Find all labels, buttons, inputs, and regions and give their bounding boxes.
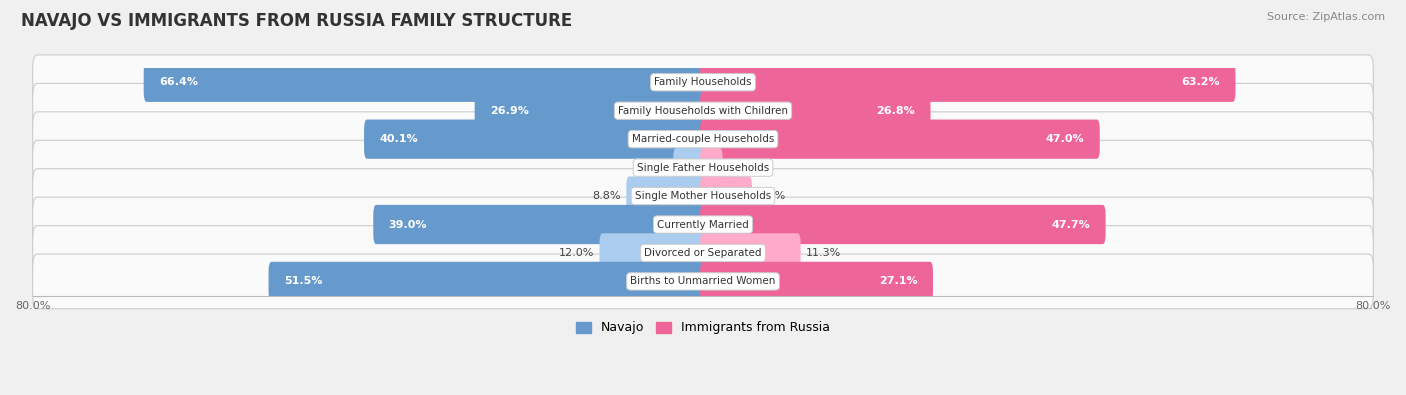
FancyBboxPatch shape <box>32 226 1374 280</box>
FancyBboxPatch shape <box>475 91 706 130</box>
FancyBboxPatch shape <box>32 169 1374 224</box>
FancyBboxPatch shape <box>599 233 706 273</box>
Text: Family Households: Family Households <box>654 77 752 87</box>
Text: 47.0%: 47.0% <box>1046 134 1084 144</box>
Text: 12.0%: 12.0% <box>558 248 595 258</box>
Text: 26.8%: 26.8% <box>876 106 915 116</box>
FancyBboxPatch shape <box>673 148 706 187</box>
Legend: Navajo, Immigrants from Russia: Navajo, Immigrants from Russia <box>571 316 835 339</box>
FancyBboxPatch shape <box>700 120 1099 159</box>
Text: 26.9%: 26.9% <box>491 106 529 116</box>
FancyBboxPatch shape <box>700 205 1105 244</box>
Text: Currently Married: Currently Married <box>657 220 749 229</box>
FancyBboxPatch shape <box>700 91 931 130</box>
Text: 40.1%: 40.1% <box>380 134 418 144</box>
Text: Single Father Households: Single Father Households <box>637 163 769 173</box>
Text: NAVAJO VS IMMIGRANTS FROM RUSSIA FAMILY STRUCTURE: NAVAJO VS IMMIGRANTS FROM RUSSIA FAMILY … <box>21 12 572 30</box>
Text: 2.0%: 2.0% <box>728 163 756 173</box>
FancyBboxPatch shape <box>32 55 1374 109</box>
Text: Family Households with Children: Family Households with Children <box>619 106 787 116</box>
FancyBboxPatch shape <box>700 177 752 216</box>
Text: Divorced or Separated: Divorced or Separated <box>644 248 762 258</box>
FancyBboxPatch shape <box>143 63 706 102</box>
Text: 5.5%: 5.5% <box>758 191 786 201</box>
FancyBboxPatch shape <box>32 83 1374 138</box>
Text: 66.4%: 66.4% <box>159 77 198 87</box>
Text: 3.2%: 3.2% <box>640 163 668 173</box>
FancyBboxPatch shape <box>32 140 1374 195</box>
FancyBboxPatch shape <box>700 233 800 273</box>
FancyBboxPatch shape <box>32 112 1374 166</box>
Text: Source: ZipAtlas.com: Source: ZipAtlas.com <box>1267 12 1385 22</box>
FancyBboxPatch shape <box>364 120 706 159</box>
Text: Single Mother Households: Single Mother Households <box>636 191 770 201</box>
FancyBboxPatch shape <box>373 205 706 244</box>
Text: 47.7%: 47.7% <box>1052 220 1090 229</box>
FancyBboxPatch shape <box>626 177 706 216</box>
Text: 51.5%: 51.5% <box>284 276 322 286</box>
Text: 8.8%: 8.8% <box>592 191 621 201</box>
Text: 63.2%: 63.2% <box>1181 77 1220 87</box>
Text: 39.0%: 39.0% <box>389 220 427 229</box>
FancyBboxPatch shape <box>700 262 934 301</box>
Text: 27.1%: 27.1% <box>879 276 918 286</box>
FancyBboxPatch shape <box>700 63 1236 102</box>
FancyBboxPatch shape <box>32 254 1374 309</box>
FancyBboxPatch shape <box>700 148 723 187</box>
FancyBboxPatch shape <box>269 262 706 301</box>
FancyBboxPatch shape <box>32 197 1374 252</box>
Text: 11.3%: 11.3% <box>806 248 841 258</box>
Text: Married-couple Households: Married-couple Households <box>631 134 775 144</box>
Text: Births to Unmarried Women: Births to Unmarried Women <box>630 276 776 286</box>
